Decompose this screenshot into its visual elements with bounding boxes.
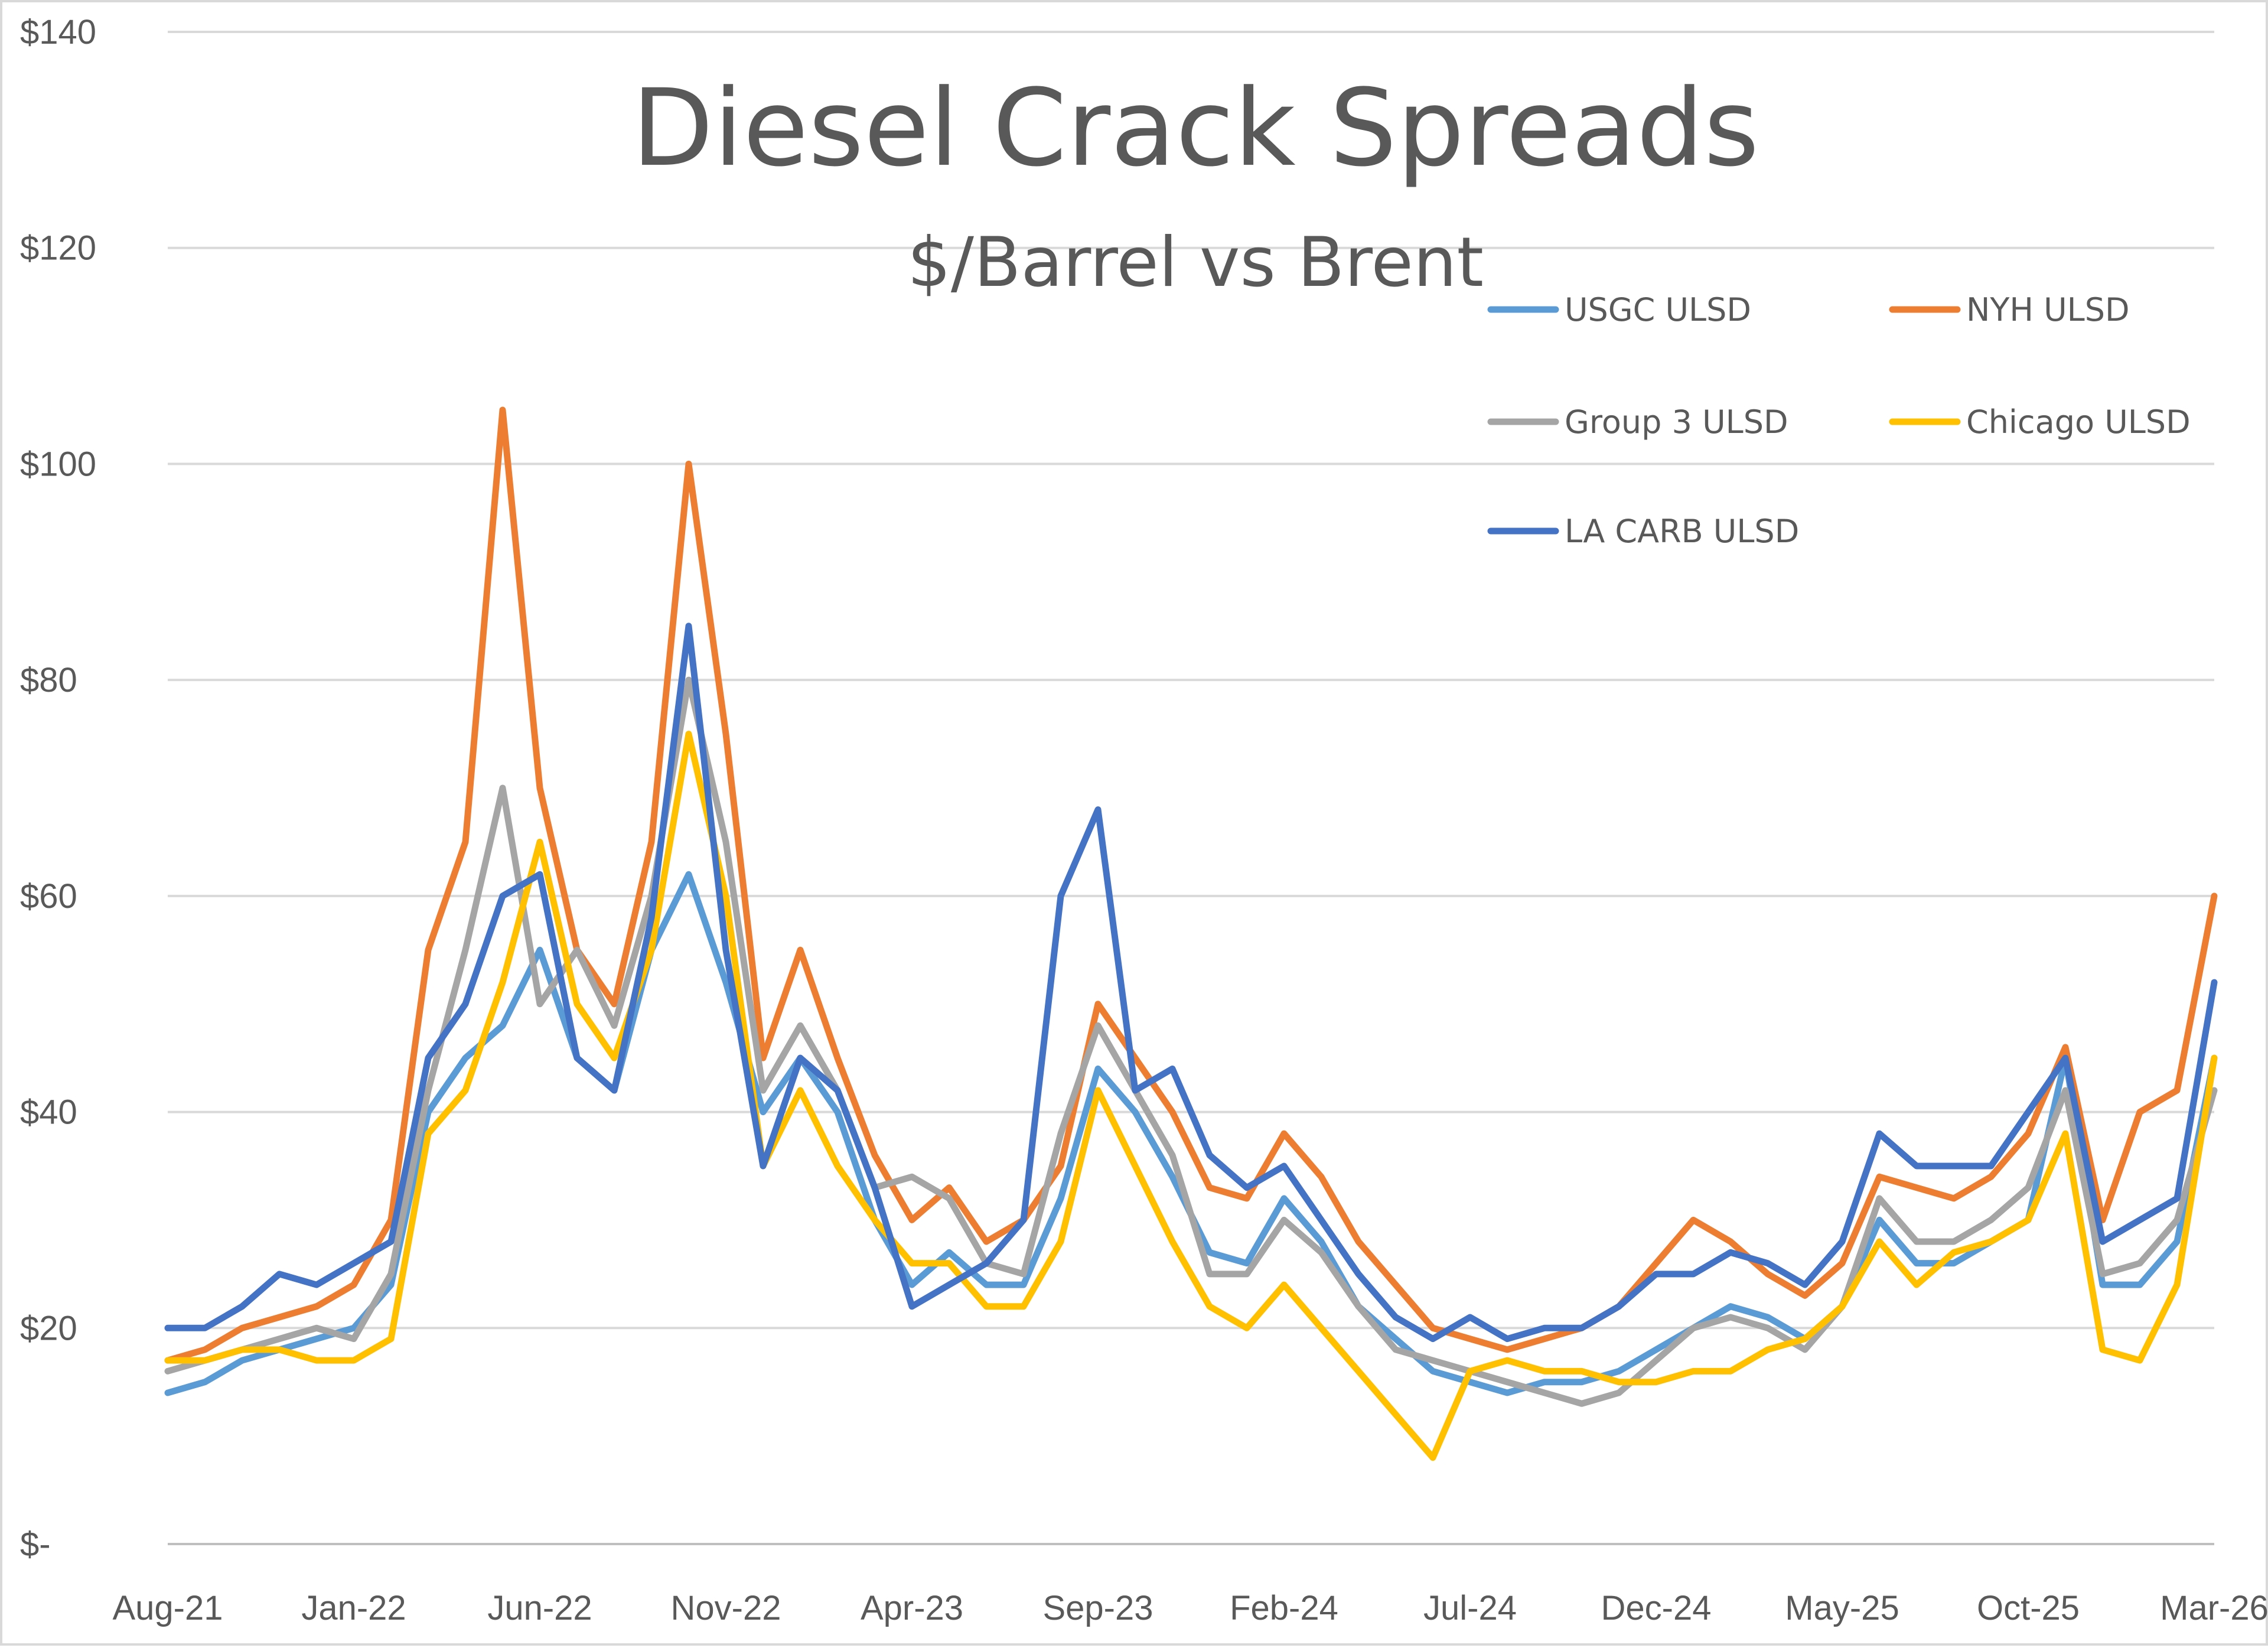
series-lines bbox=[164, 406, 2218, 1461]
y-tick-label: $120 bbox=[20, 229, 96, 268]
series-line-group-3-ulsd bbox=[164, 676, 2218, 1407]
x-axis-tick-labels: Aug-21 Jan-22 Jun-22 Nov-22 Apr-23 Sep-23 Feb-… bbox=[112, 1589, 2268, 1627]
y-axis-tick-labels: $- $20 $40 $60 $80 $100 $120 $140 bbox=[20, 13, 96, 1564]
series-line-chicago-ulsd bbox=[164, 731, 2218, 1461]
y-tick-label: $80 bbox=[20, 661, 77, 699]
legend-label-group-3-ulsd: Group 3 ULSD bbox=[1565, 403, 1788, 441]
y-tick-label: $- bbox=[20, 1525, 51, 1564]
series-line-nyh-ulsd bbox=[164, 406, 2218, 1364]
series-line-usgc-ulsd bbox=[164, 871, 2218, 1396]
y-tick-label: $140 bbox=[20, 13, 96, 51]
legend-label-la-carb-ulsd: LA CARB ULSD bbox=[1565, 513, 1799, 550]
x-tick-label: Jul-24 bbox=[1423, 1589, 1517, 1627]
x-tick-label: Nov-22 bbox=[671, 1589, 781, 1627]
y-tick-label: $40 bbox=[20, 1093, 77, 1132]
x-tick-label: Aug-21 bbox=[112, 1589, 223, 1627]
x-tick-label: Feb-24 bbox=[1230, 1589, 1338, 1627]
x-tick-label: Sep-23 bbox=[1042, 1589, 1153, 1627]
x-tick-label: Apr-23 bbox=[861, 1589, 963, 1627]
chart-subtitle: $/Barrel vs Brent bbox=[907, 223, 1484, 302]
x-tick-label: May-25 bbox=[1785, 1589, 1899, 1627]
legend-label-nyh-ulsd: NYH ULSD bbox=[1966, 291, 2130, 328]
legend-label-chicago-ulsd: Chicago ULSD bbox=[1966, 403, 2191, 441]
y-tick-label: $60 bbox=[20, 877, 77, 916]
chart-title: Diesel Crack Spreads bbox=[631, 67, 1759, 190]
legend-label-usgc-ulsd: USGC ULSD bbox=[1565, 291, 1751, 328]
legend: USGC ULSD NYH ULSD Group 3 ULSD Chicago ULS… bbox=[1487, 291, 2191, 550]
x-tick-label: Dec-24 bbox=[1601, 1589, 1712, 1627]
series-line-la-carb-ulsd bbox=[164, 623, 2218, 1343]
x-tick-label: Jan-22 bbox=[301, 1589, 406, 1627]
y-tick-label: $20 bbox=[20, 1309, 77, 1347]
y-tick-label: $100 bbox=[20, 445, 96, 483]
x-tick-label: Oct-25 bbox=[1977, 1589, 2080, 1627]
x-tick-label: Jun-22 bbox=[487, 1589, 592, 1627]
x-tick-label: Mar-26 bbox=[2160, 1589, 2268, 1627]
